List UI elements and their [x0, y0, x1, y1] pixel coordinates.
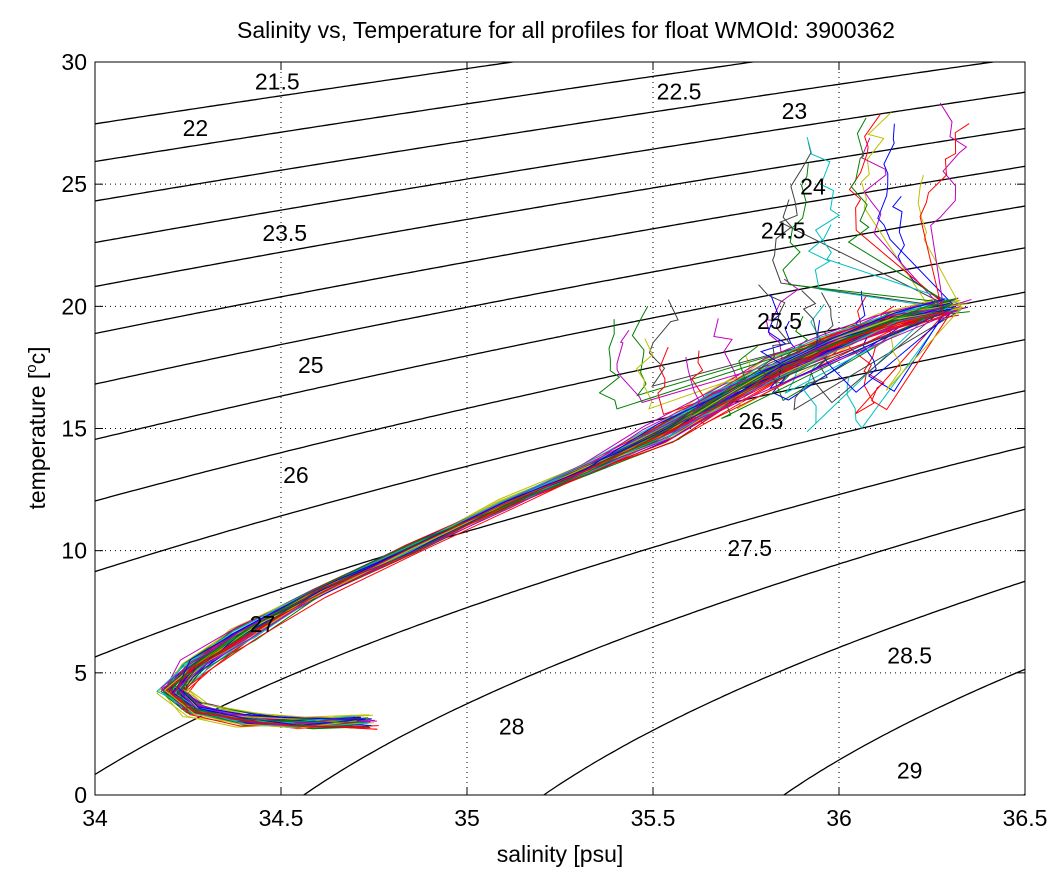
x-axis-label: salinity [psu]	[497, 841, 624, 867]
y-tick-label: 5	[74, 660, 87, 686]
density-contour-line	[542, 580, 1025, 795]
density-contour-line	[95, 62, 757, 163]
density-contour-label: 26	[283, 462, 309, 488]
density-contour-line	[95, 165, 1025, 335]
density-contour-label: 21.5	[255, 69, 300, 95]
density-contour-label: 23.5	[262, 220, 307, 246]
x-tick-label: 35.5	[631, 805, 676, 831]
x-tick-label: 34.5	[259, 805, 304, 831]
y-axis: 0 5 10 15 20 25 30	[61, 49, 1025, 808]
density-contour-line	[95, 338, 1025, 573]
y-axis-label-main: temperature [	[24, 372, 50, 509]
contour-labels: 21.5 22 22.5 23 23.5 24 24.5 25 25.5 26 26.5 27 27.5…	[183, 69, 932, 784]
density-contour-label: 22.5	[657, 78, 702, 104]
density-contour-label: 25	[298, 352, 324, 378]
density-contour-line	[302, 508, 1025, 795]
grid-lines	[95, 62, 1025, 795]
y-tick-label: 20	[61, 293, 87, 319]
density-contour-label: 24	[800, 174, 826, 200]
y-tick-label: 0	[74, 782, 87, 808]
density-contour-label: 28.5	[887, 643, 932, 669]
density-contour-label: 26.5	[738, 408, 783, 434]
density-contour-label: 24.5	[761, 218, 806, 244]
y-tick-label: 15	[61, 416, 87, 442]
density-contour-label: 29	[897, 758, 923, 784]
profile-line	[165, 304, 942, 720]
density-contour-line	[95, 127, 1025, 288]
x-axis: 34 34.5 35 35.5 36 36.5	[82, 62, 1047, 831]
chart-title: Salinity vs, Temperature for all profile…	[237, 17, 895, 43]
density-contour-label: 22	[183, 115, 209, 141]
density-contour-line	[95, 446, 1025, 776]
y-tick-label: 30	[61, 49, 87, 75]
density-contour-line	[95, 62, 518, 125]
profile-line	[176, 310, 958, 728]
density-contour-label: 23	[782, 98, 808, 124]
density-contour-line	[95, 91, 1025, 244]
profile-line	[156, 224, 931, 724]
float-profiles	[156, 102, 972, 730]
profile-line	[163, 290, 948, 723]
profile-line	[163, 310, 950, 729]
x-tick-label: 36	[826, 805, 852, 831]
density-contour-line	[95, 247, 1025, 441]
density-contour-label: 27.5	[727, 535, 772, 561]
y-axis-label: temperature [oc]	[23, 346, 50, 509]
density-contour-line	[95, 390, 1025, 658]
y-axis-label-end: c]	[24, 346, 50, 364]
profile-line	[172, 311, 945, 727]
density-contour-label: 25.5	[757, 308, 802, 334]
profile-line	[162, 306, 943, 724]
x-tick-label: 35	[454, 805, 480, 831]
profile-line	[174, 162, 940, 723]
density-contours	[95, 62, 1025, 795]
density-contour-line	[95, 205, 1025, 385]
y-tick-label: 25	[61, 171, 87, 197]
y-axis-label-superscript: o	[23, 364, 40, 372]
x-tick-label: 34	[82, 805, 108, 831]
density-contour-line	[782, 668, 1025, 795]
density-contour-line	[95, 62, 998, 202]
density-contour-label: 28	[499, 714, 525, 740]
x-tick-label: 36.5	[1003, 805, 1048, 831]
density-contour-label: 27	[250, 611, 276, 637]
y-tick-label: 10	[61, 538, 87, 564]
